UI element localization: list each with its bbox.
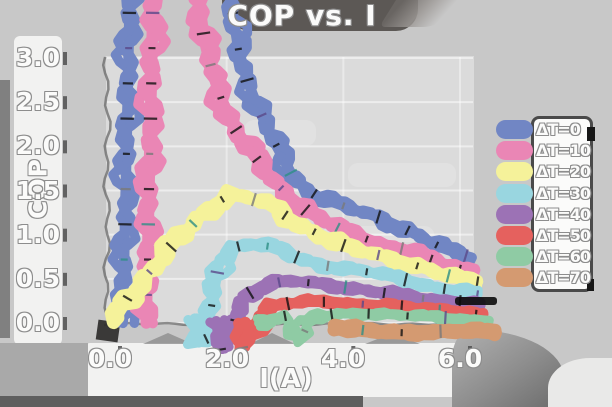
legend-label: ΔT=20 [536, 162, 591, 182]
axis-shadow-wedge [250, 333, 295, 344]
legend-label: ΔT=70 [536, 268, 591, 288]
legend-item: ΔT=40 [496, 204, 591, 225]
x-tick-mark [234, 346, 239, 361]
series-ΔT=10 [128, 0, 481, 329]
glitch-black-streak [455, 297, 497, 305]
x-tick-mark [118, 346, 122, 361]
legend-label: ΔT=30 [536, 183, 591, 203]
x-axis-title: I(A) [259, 364, 313, 394]
legend-label: ΔT=0 [536, 120, 581, 139]
y-tick-mark [63, 272, 67, 286]
x-tick-label-4.0: 4.0 [320, 344, 366, 373]
legend-item: ΔT=50 [496, 225, 591, 246]
series-ΔT=30 [182, 236, 483, 350]
y-tick-label-band [14, 36, 62, 345]
legend-swatch [496, 204, 533, 224]
legend-label: ΔT=60 [536, 247, 591, 267]
y-tick-label-1.0: 1.0 [15, 220, 60, 249]
y-axis-spine [101, 56, 112, 325]
series-ΔT=20 [104, 184, 484, 330]
legend-item: ΔT=30 [496, 183, 591, 204]
y-tick-label-2.0: 2.0 [15, 131, 60, 160]
legend-swatch [496, 120, 533, 139]
x-tick-label-2.0: 2.0 [204, 344, 250, 373]
series-curves [104, 0, 502, 354]
y-tick-mark [63, 184, 67, 198]
legend-item: ΔT=60 [496, 246, 591, 267]
legend-item: ΔT=10 [496, 140, 591, 161]
y-tick-label-0.5: 0.5 [15, 264, 60, 293]
x-tick-mark [351, 346, 356, 361]
chart-title: COP vs. I [227, 0, 377, 32]
x-tick-mark [467, 346, 472, 361]
y-tick-label-1.5: 1.5 [15, 176, 60, 205]
legend-item: ΔT=0 [496, 119, 590, 140]
legend-label: ΔT=40 [536, 204, 591, 224]
legend-border-notch [587, 127, 595, 141]
x-tick-label-band [86, 343, 482, 397]
y-tick-mark [63, 228, 67, 242]
y-tick-mark [63, 52, 67, 66]
legend-item: ΔT=20 [496, 161, 591, 182]
axis-shadow-wedge [143, 333, 193, 344]
x-tick-label-0.0: 0.0 [87, 344, 133, 373]
glitch-light-patch [348, 163, 456, 187]
y-tick-mark [63, 96, 67, 110]
y-tick-label-0.0: 0.0 [15, 308, 60, 337]
legend-swatch [496, 247, 533, 267]
series-ΔT=60 [252, 307, 494, 348]
y-tick-mark [63, 317, 67, 330]
y-tick-mark [63, 140, 67, 154]
legend-swatch [496, 183, 533, 203]
series-ΔT=70 [327, 318, 502, 343]
legend-border-notch [587, 279, 594, 291]
x-tick-label-6.0: 6.0 [437, 344, 483, 373]
legend-swatch [496, 225, 533, 245]
y-tick-label-2.5: 2.5 [15, 87, 60, 116]
legend-swatch [496, 141, 533, 161]
legend-swatch [496, 162, 533, 182]
y-tick-label-3.0: 3.0 [15, 43, 60, 72]
legend-swatch [496, 268, 533, 288]
legend-item: ΔT=70 [496, 267, 591, 288]
bottom-edge-smudge [0, 396, 363, 407]
legend: ΔT=0 ΔT=10 ΔT=20 ΔT=30 ΔT=40 ΔT=50 ΔT=60 ΔT=70 [496, 116, 595, 292]
left-edge-smudge [0, 80, 10, 338]
legend-label: ΔT=10 [536, 141, 591, 161]
legend-label: ΔT=50 [536, 225, 591, 245]
